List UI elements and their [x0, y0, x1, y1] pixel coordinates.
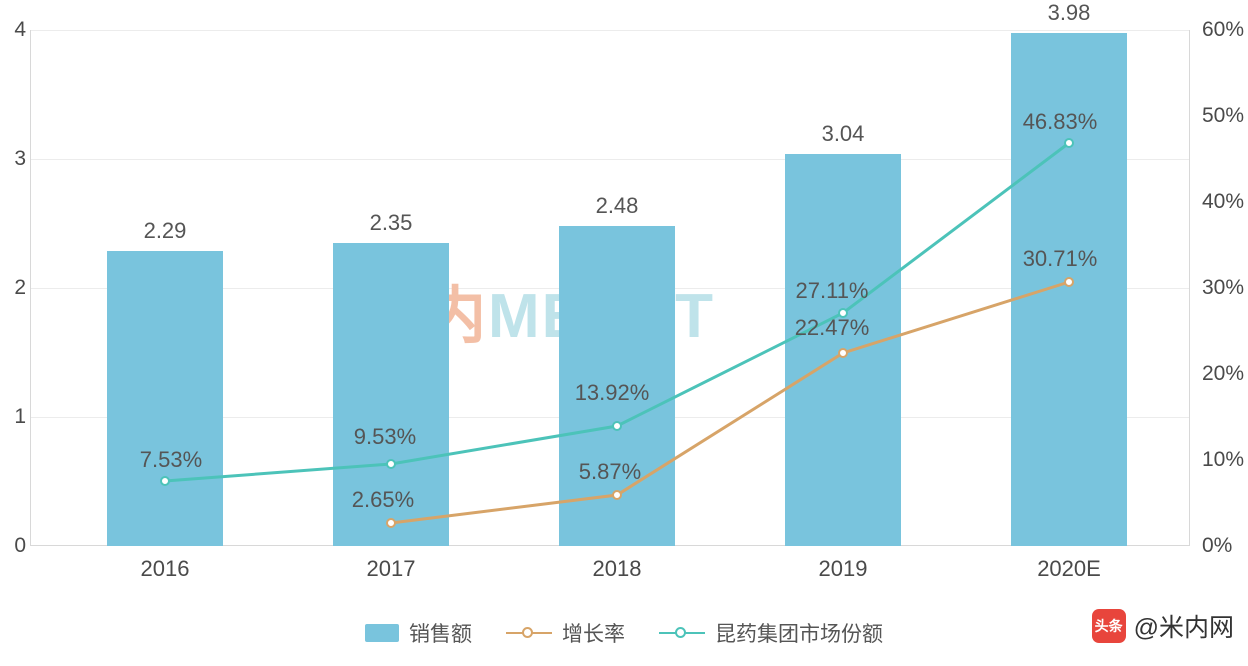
- x-tick-2018: 2018: [592, 556, 642, 581]
- y-left-tick: 4: [14, 18, 26, 41]
- bar-value-label: 3.04: [821, 121, 865, 146]
- y-left-tick: 2: [14, 276, 26, 299]
- market-share-label: 27.11%: [795, 278, 869, 303]
- legend-label-market-share: 昆药集团市场份额: [715, 623, 883, 646]
- market-share-point: [160, 476, 170, 486]
- growth-rate-point: [838, 348, 848, 358]
- bar-value-label: 2.29: [143, 218, 187, 243]
- bar-value-label: 3.98: [1047, 0, 1091, 25]
- line-series-layer: [160, 138, 1074, 528]
- legend-item-growth-rate[interactable]: 增长率: [506, 618, 625, 648]
- gridline: [30, 30, 1190, 31]
- y-left-tick: 0: [14, 534, 26, 557]
- gridline: [30, 159, 1190, 160]
- y-axis-right-line: [1189, 30, 1190, 546]
- y-right-tick: 0%: [1202, 534, 1233, 557]
- y-left-tick: 1: [14, 405, 26, 428]
- market-share-point: [612, 421, 622, 431]
- growth-rate-point: [1064, 277, 1074, 287]
- market-share-point: [386, 459, 396, 469]
- brand-name: @米内网: [1133, 614, 1234, 642]
- market-share-point: [1064, 138, 1074, 148]
- bar-2020E[interactable]: [1011, 33, 1127, 546]
- legend-label-sales: 销售额: [409, 623, 472, 646]
- legend-item-market-share[interactable]: 昆药集团市场份额: [659, 618, 883, 648]
- y-right-tick: 30%: [1202, 276, 1245, 299]
- growth-rate-label: 2.65%: [351, 487, 415, 512]
- x-tick-2020E: 2020E: [1037, 556, 1101, 581]
- brand-watermark: 头条 @米内网: [1091, 608, 1234, 644]
- legend-item-sales[interactable]: 销售额: [365, 618, 472, 648]
- x-tick-2016: 2016: [140, 556, 190, 581]
- market-share-point: [838, 308, 848, 318]
- y-axis-left-line: [30, 30, 31, 546]
- bar-2017[interactable]: [333, 243, 449, 546]
- plot-area: 0 1 2 3 4 0% 10% 20% 30% 40% 50% 60% 米内M…: [14, 0, 1244, 581]
- growth-rate-point: [386, 518, 396, 528]
- growth-rate-label: 5.87%: [578, 459, 642, 484]
- bar-2016[interactable]: [107, 251, 223, 546]
- toutiao-logo-icon: 头条: [1091, 609, 1126, 643]
- legend-label-growth-rate: 增长率: [562, 623, 625, 646]
- bar-value-label: 2.48: [595, 193, 639, 218]
- y-right-tick: 40%: [1202, 190, 1245, 213]
- growth-rate-label: 22.47%: [794, 315, 870, 340]
- growth-rate-point: [612, 490, 622, 500]
- y-right-tick: 60%: [1202, 18, 1245, 41]
- y-right-tick: 10%: [1202, 448, 1245, 471]
- y-right-tick: 50%: [1202, 104, 1245, 127]
- growth-rate-label: 30.71%: [1022, 246, 1098, 271]
- y-right-tick: 20%: [1202, 362, 1245, 385]
- y-left-tick: 3: [14, 147, 26, 170]
- market-share-label: 13.92%: [574, 380, 650, 405]
- chart-legend: 销售额 增长率 昆药集团市场份额: [0, 618, 1248, 648]
- legend-swatch-icon: [365, 624, 399, 642]
- x-tick-2019: 2019: [818, 556, 868, 581]
- market-share-label: 9.53%: [353, 424, 417, 449]
- x-tick-2017: 2017: [366, 556, 416, 581]
- legend-line-icon: [659, 626, 705, 640]
- growth-rate-line: [390, 280, 1070, 525]
- market-share-label: 46.83%: [1022, 109, 1098, 134]
- bar-value-label: 2.35: [369, 210, 413, 235]
- legend-line-icon: [506, 626, 552, 640]
- market-share-label: 7.53%: [139, 447, 203, 472]
